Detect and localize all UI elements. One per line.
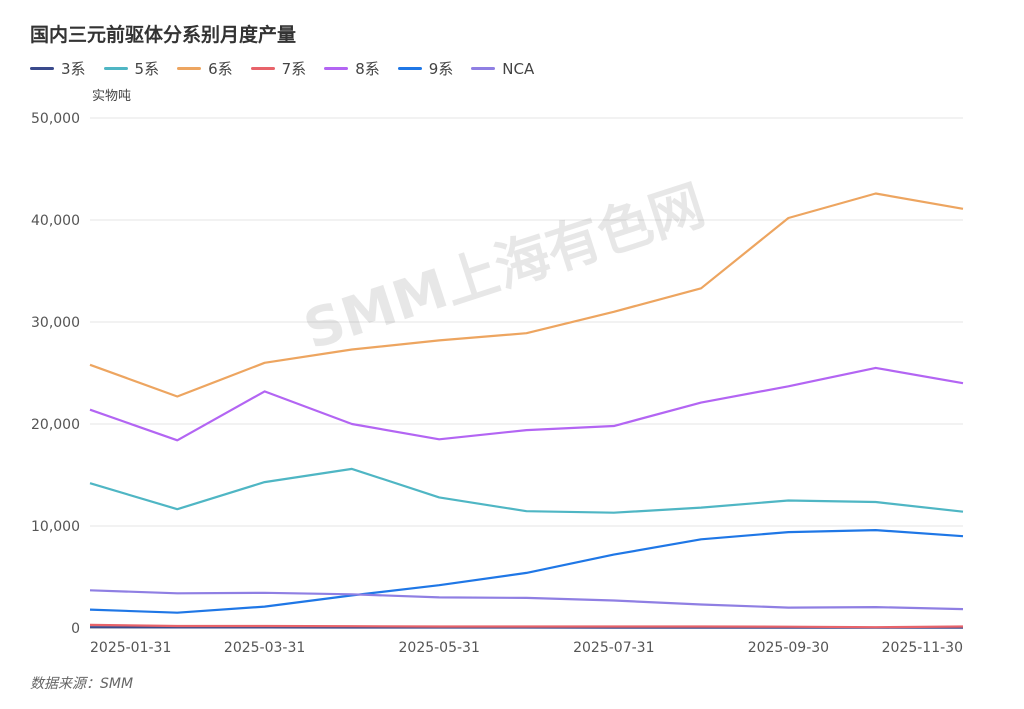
legend-swatch [397, 67, 422, 70]
legend-label: 3系 [61, 60, 86, 78]
legend-swatch [177, 67, 202, 70]
legend-item-9系[interactable]: 9系 [397, 58, 454, 79]
legend-swatch [30, 67, 54, 70]
legend-swatch [103, 67, 128, 70]
y-tick-label: 0 [71, 621, 80, 637]
legend-swatch [324, 67, 349, 70]
y-tick-label: 30,000 [31, 315, 80, 331]
series-line-5系[interactable] [89, 467, 964, 514]
series-line-NCA[interactable] [89, 589, 964, 611]
legend-item-5系[interactable]: 5系 [103, 58, 160, 79]
chart-title: 国内三元前驱体分系别月度产量 [30, 24, 297, 46]
x-tick-label: 2025-11-30 [882, 640, 963, 656]
x-tick-label: 2025-09-30 [748, 640, 829, 656]
legend: 3系 5系 6系 7系 8系 9系 NCA [30, 58, 552, 79]
legend-label: NCA [502, 59, 535, 78]
y-tick-label: 10,000 [31, 519, 80, 535]
series-line-7系[interactable] [89, 623, 964, 629]
y-axis-ticks: 0 10,000 20,000 30,000 40,000 50,000 [31, 111, 80, 637]
legend-item-8系[interactable]: 8系 [324, 58, 380, 79]
y-axis-unit-label: 实物吨 [92, 89, 131, 104]
legend-item-6系[interactable]: 6系 [177, 58, 233, 79]
legend-label: 8系 [355, 60, 380, 78]
series-lines [89, 192, 964, 629]
legend-item-3系[interactable]: 3系 [30, 58, 86, 79]
x-tick-label: 2025-05-31 [399, 640, 480, 656]
grid-lines [90, 117, 963, 629]
legend-swatch [471, 67, 496, 70]
watermark: SMM上海有色网 [297, 173, 712, 362]
x-axis-ticks: 2025-01-31 2025-03-31 2025-05-31 2025-07-31… [90, 640, 963, 656]
data-source-note: 数据来源：SMM [30, 676, 134, 692]
series-line-6系[interactable] [89, 192, 964, 398]
x-tick-label: 2025-01-31 [90, 640, 171, 656]
series-line-8系[interactable] [89, 366, 964, 442]
legend-label: 7系 [281, 60, 307, 78]
legend-label: 9系 [428, 60, 454, 78]
legend-swatch [250, 67, 275, 70]
legend-item-NCA[interactable]: NCA [471, 60, 534, 78]
x-tick-label: 2025-07-31 [573, 640, 654, 656]
legend-label: 5系 [134, 60, 160, 78]
legend-item-7系[interactable]: 7系 [250, 58, 307, 79]
y-tick-label: 50,000 [31, 111, 80, 127]
series-line-9系[interactable] [89, 528, 964, 614]
legend-label: 6系 [208, 60, 233, 78]
y-tick-label: 40,000 [31, 213, 80, 229]
x-tick-label: 2025-03-31 [224, 640, 305, 656]
y-tick-label: 20,000 [31, 417, 80, 433]
